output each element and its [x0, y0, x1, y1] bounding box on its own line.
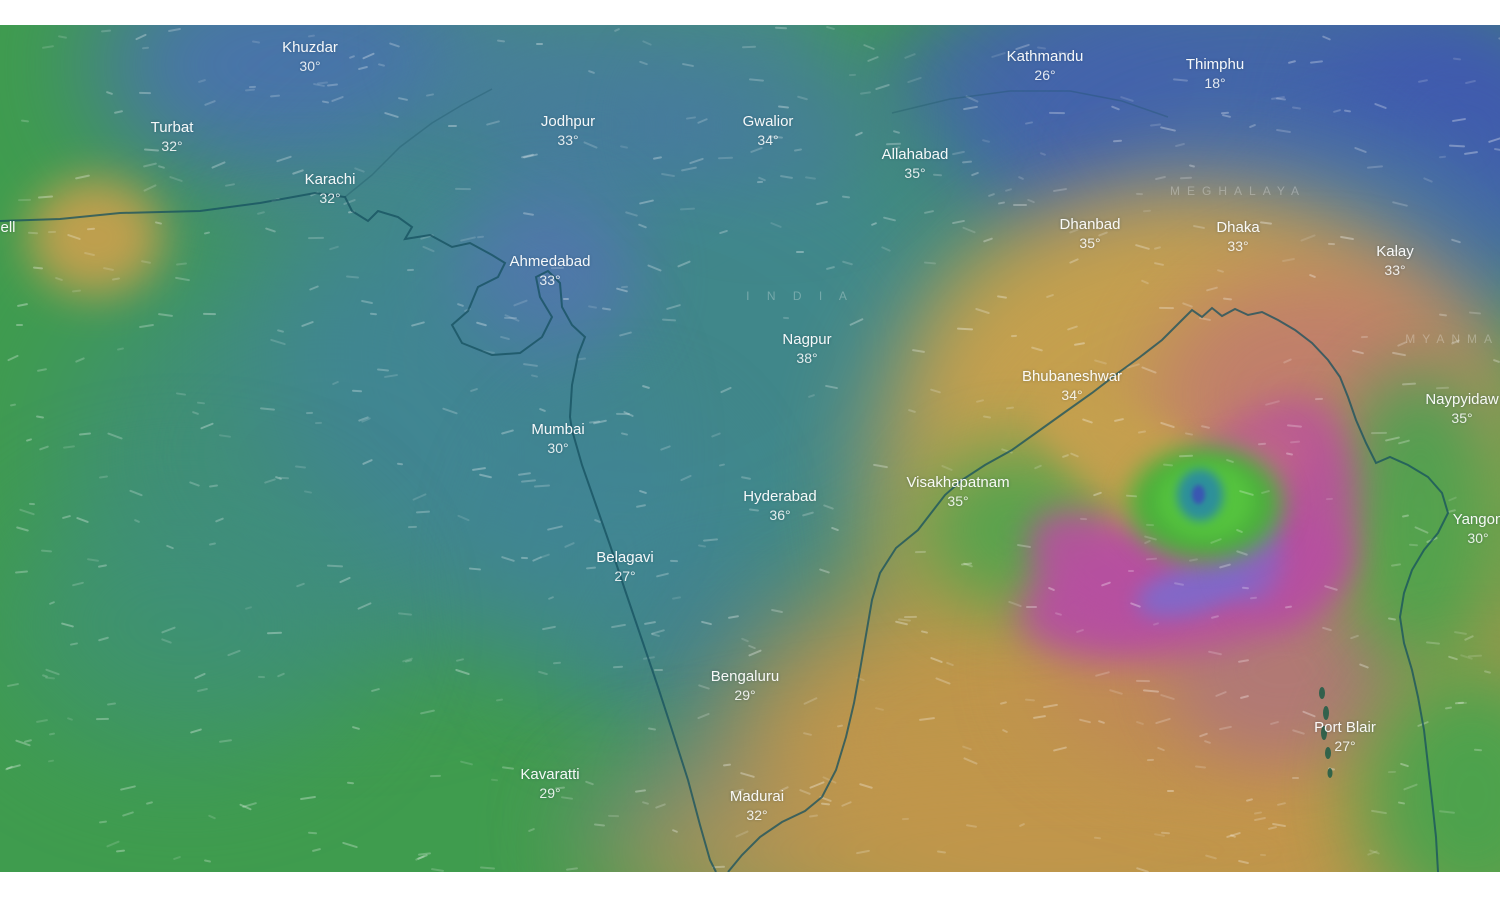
city-label[interactable]: Kathmandu 26° — [1007, 47, 1084, 85]
city-label[interactable]: Kavaratti 29° — [520, 765, 579, 803]
city-label-layer: Khuzdar 30° Turbat 32° Karachi 32° Jodhp… — [0, 25, 1500, 872]
bottom-margin — [0, 872, 1500, 901]
city-temp: 27° — [1334, 738, 1356, 754]
city-name: Dhaka — [1216, 219, 1260, 236]
city-label[interactable]: Ahmedabad 33° — [510, 252, 591, 290]
city-label[interactable]: Dhanbad 35° — [1060, 215, 1121, 253]
city-label[interactable]: Dhaka 33° — [1216, 218, 1259, 256]
city-name: Visakhapatnam — [906, 474, 1010, 491]
city-temp: 26° — [1034, 67, 1056, 83]
city-label[interactable]: Naypyidaw 35° — [1425, 390, 1498, 428]
city-name: Gwalior — [742, 113, 794, 130]
city-label[interactable]: Gwalior 34° — [743, 112, 794, 150]
city-temp: 35° — [947, 493, 969, 509]
city-name: Kathmandu — [1006, 48, 1084, 65]
city-temp: 30° — [1467, 530, 1489, 546]
city-label[interactable]: Mumbai 30° — [531, 420, 584, 458]
city-label[interactable]: Bhubaneshwar 34° — [1022, 367, 1122, 405]
city-name: Kavaratti — [520, 766, 580, 783]
city-label[interactable]: Kalay 33° — [1376, 242, 1414, 280]
city-label[interactable]: Thimphu 18° — [1186, 55, 1244, 93]
city-temp: 36° — [769, 507, 791, 523]
city-temp: 38° — [796, 350, 818, 366]
city-label[interactable]: Allahabad 35° — [882, 145, 949, 183]
city-temp: 35° — [904, 165, 926, 181]
city-name: Nagpur — [782, 331, 832, 348]
city-temp: 33° — [557, 132, 579, 148]
city-name: Jodhpur — [540, 113, 596, 130]
city-name: Belagavi — [596, 549, 654, 566]
city-name: Naypyidaw — [1425, 391, 1499, 408]
city-label[interactable]: Khuzdar 30° — [282, 38, 338, 76]
city-label[interactable]: Yangon 30° — [1453, 510, 1500, 548]
city-name: Kalay — [1376, 243, 1414, 260]
city-temp: 33° — [539, 272, 561, 288]
city-label[interactable]: Belagavi 27° — [596, 548, 654, 586]
city-temp: 30° — [299, 58, 321, 74]
city-temp: 32° — [161, 138, 183, 154]
city-temp: 32° — [319, 190, 341, 206]
city-label[interactable]: Bengaluru 29° — [711, 667, 779, 705]
city-name: Yangon — [1452, 511, 1500, 528]
city-name: Madurai — [729, 788, 785, 805]
city-temp: 30° — [547, 440, 569, 456]
city-name: Thimphu — [1185, 56, 1245, 73]
city-temp: 33° — [1227, 238, 1249, 254]
city-name: Bengaluru — [710, 668, 780, 685]
city-temp: 33° — [1384, 262, 1406, 278]
city-label[interactable]: Karachi 32° — [305, 170, 356, 208]
city-temp: 32° — [746, 807, 768, 823]
city-label[interactable]: Jodhpur 33° — [541, 112, 595, 150]
city-temp: 34° — [1061, 387, 1083, 403]
city-name: Turbat — [150, 119, 194, 136]
top-margin — [0, 0, 1500, 25]
city-name: Ahmedabad — [509, 253, 591, 270]
city-temp: 29° — [539, 785, 561, 801]
city-name: Port Blair — [1314, 719, 1376, 736]
city-temp: 29° — [734, 687, 756, 703]
city-temp: 35° — [1451, 410, 1473, 426]
city-name: Hyderabad — [743, 488, 817, 505]
city-temp: 27° — [614, 568, 636, 584]
city-label[interactable]: Madurai 32° — [730, 787, 784, 825]
city-temp: 34° — [757, 132, 779, 148]
city-name: Bhubaneshwar — [1021, 368, 1123, 385]
city-name: Khuzdar — [282, 39, 338, 56]
city-label[interactable]: Port Blair 27° — [1314, 718, 1376, 756]
city-label[interactable]: ell — [0, 218, 15, 237]
city-label[interactable]: Nagpur 38° — [782, 330, 831, 368]
city-name: Dhanbad — [1059, 216, 1121, 233]
city-name: Karachi — [304, 171, 356, 188]
map-canvas[interactable]: I N D I AMEGHALAYAMYANMAR Khuzdar 30° Tu… — [0, 25, 1500, 872]
city-temp: 18° — [1204, 75, 1226, 91]
city-name: Allahabad — [881, 146, 949, 163]
city-name: ell — [0, 219, 16, 236]
city-name: Mumbai — [531, 421, 585, 438]
city-label[interactable]: Hyderabad 36° — [743, 487, 816, 525]
city-label[interactable]: Turbat 32° — [151, 118, 194, 156]
city-label[interactable]: Visakhapatnam 35° — [906, 473, 1009, 511]
city-temp: 35° — [1079, 235, 1101, 251]
